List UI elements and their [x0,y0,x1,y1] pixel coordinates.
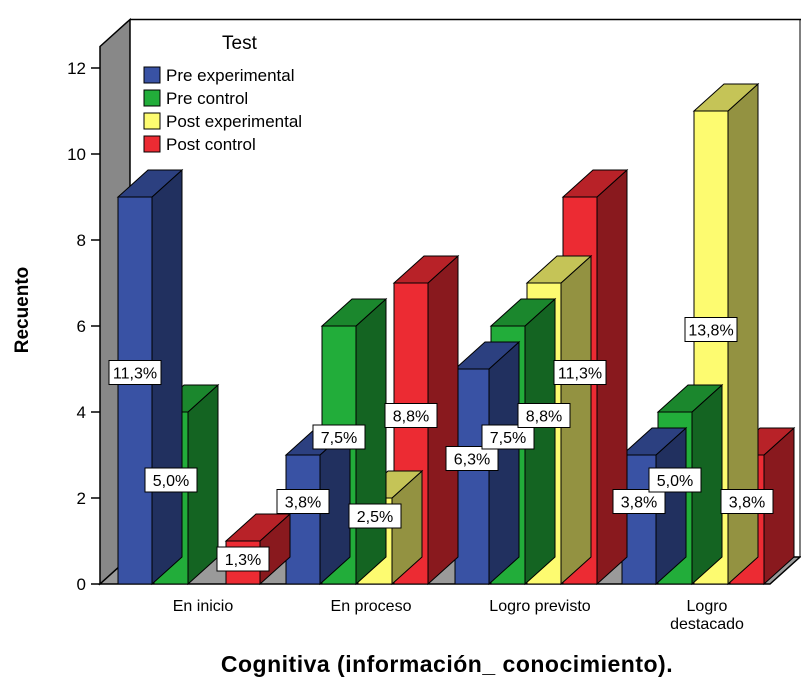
legend-label: Pre experimental [166,66,295,85]
y-tick-label: 6 [77,317,86,336]
data-label: 5,0% [144,467,198,493]
data-label: 7,5% [481,424,535,450]
data-label: 8,8% [517,403,571,428]
data-label-text: 5,0% [657,473,693,490]
data-label-text: 3,8% [285,495,321,512]
data-label: 11,3% [553,360,607,385]
data-label-box [612,489,666,514]
legend-swatch [143,66,161,84]
data-label-box [348,503,402,529]
legend-item: Post control [143,135,256,154]
x-axis-categories: En inicio En proceso Logro previsto Logro de… [173,598,744,633]
data-label-box [384,403,438,428]
data-label-text: 1,3% [225,552,261,569]
y-axis-label: Recuento [12,267,33,354]
bar [453,340,521,586]
legend-label: Pre control [166,89,248,108]
data-label-box [312,424,366,450]
legend-swatch [143,135,161,153]
category-label: En inicio [173,598,234,615]
y-tick-label: 0 [77,575,86,594]
data-label: 1,3% [216,546,270,572]
data-label: 11,3% [108,360,162,385]
y-tick-label: 2 [77,489,86,508]
legend: Test Pre experimental Pre control Post expe… [143,33,302,154]
data-labels: 11,3%5,0%1,3%3,8%7,5%2,5%8,8%6,3%7,5%8,8… [108,317,774,572]
data-label-text: 11,3% [113,366,157,383]
bar-front [285,454,321,585]
data-label: 2,5% [348,503,402,529]
data-label-box [517,403,571,428]
legend-item: Pre experimental [143,66,295,85]
data-label: 8,8% [384,403,438,428]
data-label-box [108,360,162,385]
y-axis: 0 2 4 6 8 10 12 [67,59,100,594]
legend-label: Post control [166,135,256,154]
x-axis-label: Cognitiva (información_ conocimiento). [221,651,673,677]
data-label-box [553,360,607,385]
data-label-text: 8,8% [393,409,429,426]
data-label-text: 2,5% [357,509,393,526]
data-label-box [481,424,535,450]
data-label-text: 13,8% [688,323,733,340]
data-label-text: 3,8% [729,495,765,512]
data-label-box [720,489,774,514]
data-label: 6,3% [445,446,499,471]
data-label-text: 5,0% [153,473,189,490]
data-label-box [216,546,270,572]
data-label-box [276,489,330,514]
data-label-text: 7,5% [321,430,357,447]
data-label: 5,0% [648,467,702,493]
legend-item: Pre control [143,89,248,108]
category-label: Logro previsto [489,598,590,615]
data-label: 7,5% [312,424,366,450]
data-label: 3,8% [720,489,774,514]
data-label-text: 8,8% [526,409,562,426]
legend-swatch [143,89,161,107]
y-tick-label: 4 [77,403,86,422]
category-label: Logro destacado [670,598,744,633]
y-tick-label: 12 [67,59,86,78]
data-label-box [144,467,198,493]
bar-front [454,368,490,585]
data-label: 3,8% [276,489,330,514]
data-label-box [684,317,738,342]
legend-item: Post experimental [143,112,302,131]
bar [620,426,688,586]
y-tick-label: 8 [77,231,86,250]
bar-front [117,196,153,585]
data-label-box [445,446,499,471]
category-label: En proceso [331,598,412,615]
data-label-text: 6,3% [454,452,490,469]
data-label-text: 3,8% [621,495,657,512]
legend-title: Test [222,33,258,54]
y-tick-label: 10 [67,145,86,164]
data-label-text: 11,3% [558,366,602,383]
legend-swatch [143,112,161,130]
data-label: 3,8% [612,489,666,514]
data-label-text: 7,5% [490,430,526,447]
legend-label: Post experimental [166,112,302,131]
data-label-box [648,467,702,493]
data-label: 13,8% [684,317,738,342]
